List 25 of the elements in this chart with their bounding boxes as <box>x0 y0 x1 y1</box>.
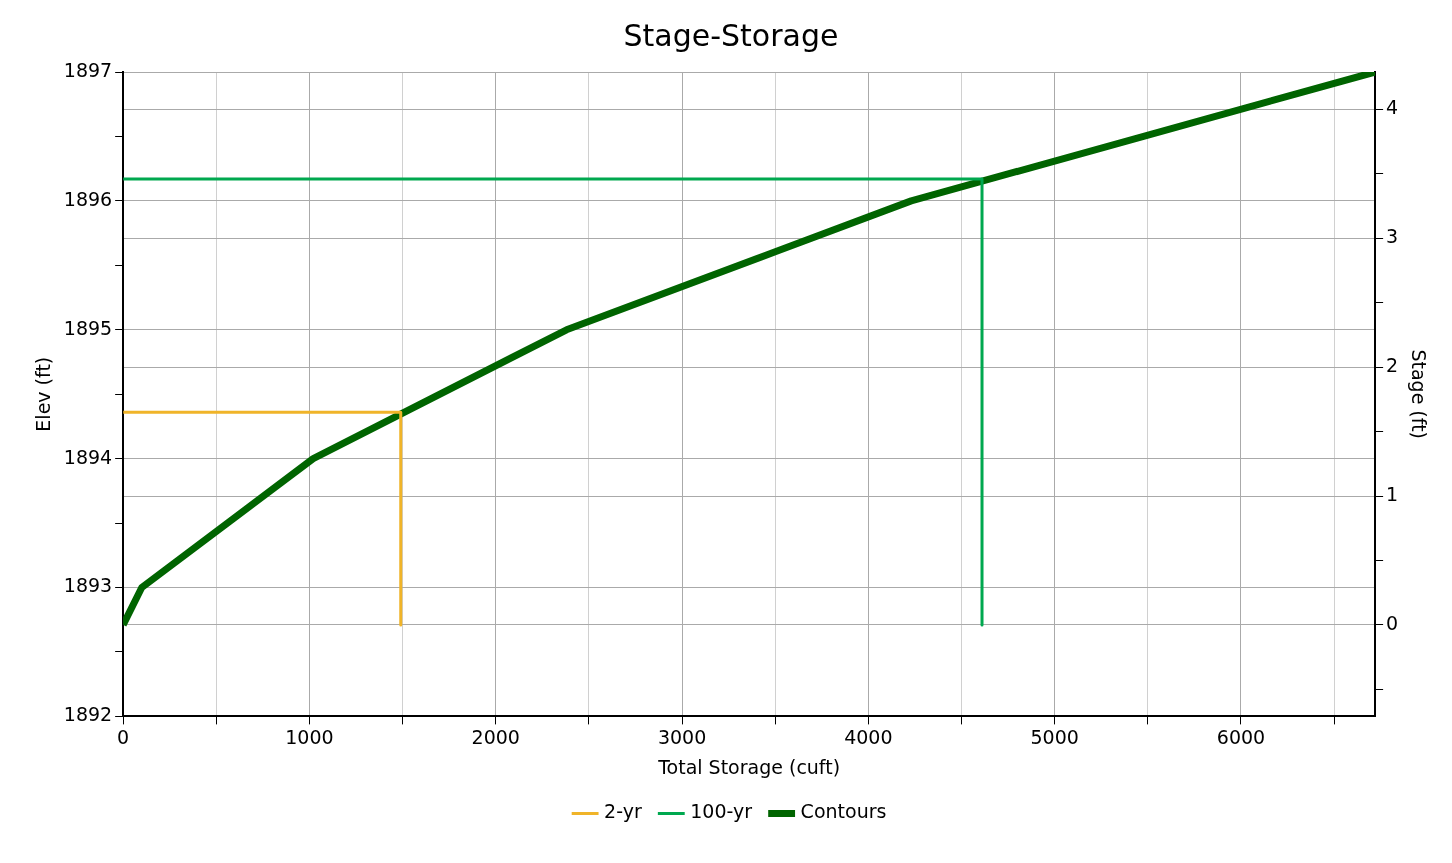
y2-tick-label: 1 <box>1386 482 1399 505</box>
y2-tick-label: 3 <box>1386 225 1399 248</box>
x-tick-label: 5000 <box>1030 725 1079 748</box>
y-tick-label: 1894 <box>63 445 113 468</box>
legend-label: 2-yr <box>604 800 642 823</box>
y-axis-title: Elev (ft) <box>32 356 55 432</box>
y2-tick-label: 0 <box>1386 611 1399 634</box>
legend-label: Contours <box>800 800 887 823</box>
y-tick-label: 1892 <box>63 703 113 726</box>
y2-tick-label: 4 <box>1386 96 1399 119</box>
legend-label: 100-yr <box>690 800 753 823</box>
x-tick-label: 4000 <box>844 725 893 748</box>
chart-title: Stage-Storage <box>623 17 839 53</box>
x-tick-label: 2000 <box>471 725 520 748</box>
y-tick-label: 1896 <box>63 187 113 210</box>
x-axis-title: Total Storage (cuft) <box>657 755 841 778</box>
x-tick-label: 0 <box>117 725 130 748</box>
x-tick-label: 1000 <box>285 725 334 748</box>
y2-tick-label: 2 <box>1386 354 1399 377</box>
x-tick-label: 6000 <box>1216 725 1266 748</box>
y-tick-label: 1895 <box>63 316 113 339</box>
y2-axis-title: Stage (ft) <box>1407 349 1430 439</box>
x-tick-label: 3000 <box>657 725 707 748</box>
y-tick-label: 1897 <box>63 58 113 81</box>
y-tick-label: 1893 <box>63 574 113 597</box>
